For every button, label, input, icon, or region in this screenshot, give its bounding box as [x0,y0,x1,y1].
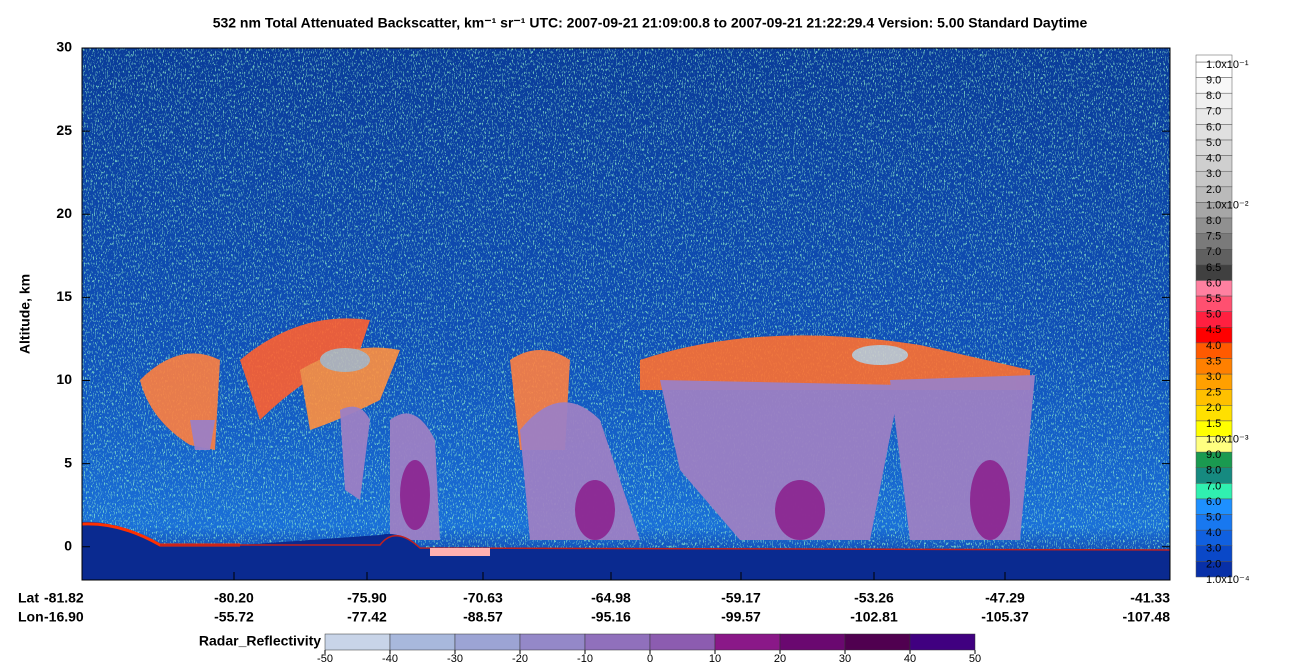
radar-swatch [649,633,716,651]
plot-frame [81,47,1171,581]
lat-tick-label: -64.98 [591,590,631,606]
colorbar-label: 7.0 [1206,246,1221,258]
radar-tick-label: -20 [512,653,528,665]
radar-tick-label: 0 [647,653,653,665]
colorbar-label: 5.0 [1206,309,1221,321]
lat-tick-label: -80.20 [214,590,254,606]
y-tick-label: 15 [56,288,72,304]
radar-tick-label: 20 [774,653,786,665]
colorbar-label: 6.0 [1206,277,1221,289]
colorbar-label: 3.5 [1206,355,1221,367]
colorbar-label: 1.0x10⁻³ [1206,433,1249,445]
radar-swatch [714,633,781,651]
radar-swatch [389,633,456,651]
lat-tick-label: -81.82 [44,590,84,606]
radar-tick-label: 40 [904,653,916,665]
colorbar-label: 3.0 [1206,543,1221,555]
lat-tick-label: -47.29 [985,590,1025,606]
colorbar-label: 3.0 [1206,371,1221,383]
lon-tick-label: -99.57 [721,609,761,625]
colorbar-label: 9.0 [1206,449,1221,461]
x-row-label: Lon [18,609,44,625]
x-row-label: Lat [18,590,39,606]
colorbar-label: 6.0 [1206,496,1221,508]
colorbar-label: 6.0 [1206,121,1221,133]
colorbar-label: 9.0 [1206,75,1221,87]
colorbar-label: 1.0x10⁻⁴ [1206,574,1250,586]
colorbar-swatch [1195,54,1233,63]
colorbar-label: 2.0 [1206,558,1221,570]
radar-swatch [779,633,846,651]
y-tick-label: 5 [64,454,72,470]
lon-tick-label: -88.57 [463,609,503,625]
colorbar-label: 4.0 [1206,527,1221,539]
colorbar-label: 6.5 [1206,262,1221,274]
colorbar-label: 1.0x10⁻¹ [1206,59,1249,71]
colorbar-label: 5.5 [1206,293,1221,305]
colorbar-label: 4.5 [1206,324,1221,336]
colorbar-label: 7.0 [1206,480,1221,492]
lon-tick-label: -102.81 [850,609,898,625]
plot-image [81,48,1171,580]
y-tick-label: 20 [56,205,72,221]
colorbar-label: 7.0 [1206,106,1221,118]
lat-tick-label: -53.26 [854,590,894,606]
colorbar-label: 5.0 [1206,511,1221,523]
radar-tick-label: -50 [317,653,333,665]
colorbar-label: 4.0 [1206,340,1221,352]
radar-swatch [324,633,391,651]
radar-label: Radar_Reflectivity [199,633,321,649]
lon-tick-label: -77.42 [347,609,387,625]
colorbar-swatch [1195,561,1233,578]
radar-swatch [584,633,651,651]
radar-tick-label: -30 [447,653,463,665]
radar-tick-label: 10 [709,653,721,665]
radar-tick-label: -10 [577,653,593,665]
radar-tick-label: -40 [382,653,398,665]
colorbar-label: 8.0 [1206,90,1221,102]
lon-tick-label: -105.37 [981,609,1029,625]
colorbar-label: 2.0 [1206,402,1221,414]
radar-swatch [844,633,911,651]
colorbar-label: 2.5 [1206,387,1221,399]
radar-swatch [454,633,521,651]
lat-tick-label: -75.90 [347,590,387,606]
colorbar-label: 3.0 [1206,168,1221,180]
radar-swatch [519,633,586,651]
y-tick-label: 0 [64,537,72,553]
y-tick-label: 10 [56,371,72,387]
lat-tick-label: -41.33 [1130,590,1170,606]
radar-tick-label: 50 [969,653,981,665]
colorbar-label: 7.5 [1206,231,1221,243]
lat-tick-label: -59.17 [721,590,761,606]
colorbar-label: 5.0 [1206,137,1221,149]
radar-swatch [909,633,976,651]
colorbar-label: 2.0 [1206,184,1221,196]
colorbar-label: 1.5 [1206,418,1221,430]
colorbar-label: 1.0x10⁻² [1206,199,1249,211]
y-tick-label: 25 [56,122,72,138]
lon-tick-label: -16.90 [44,609,84,625]
y-axis-label: Altitude, km [17,274,33,354]
colorbar-label: 8.0 [1206,215,1221,227]
lon-tick-label: -55.72 [214,609,254,625]
y-tick-label: 30 [56,39,72,55]
lat-tick-label: -70.63 [463,590,503,606]
colorbar-label: 4.0 [1206,153,1221,165]
colorbar-label: 8.0 [1206,465,1221,477]
lon-tick-label: -95.16 [591,609,631,625]
radar-tick-label: 30 [839,653,851,665]
chart-title: 532 nm Total Attenuated Backscatter, km⁻… [213,15,1088,31]
lon-tick-label: -107.48 [1123,609,1171,625]
